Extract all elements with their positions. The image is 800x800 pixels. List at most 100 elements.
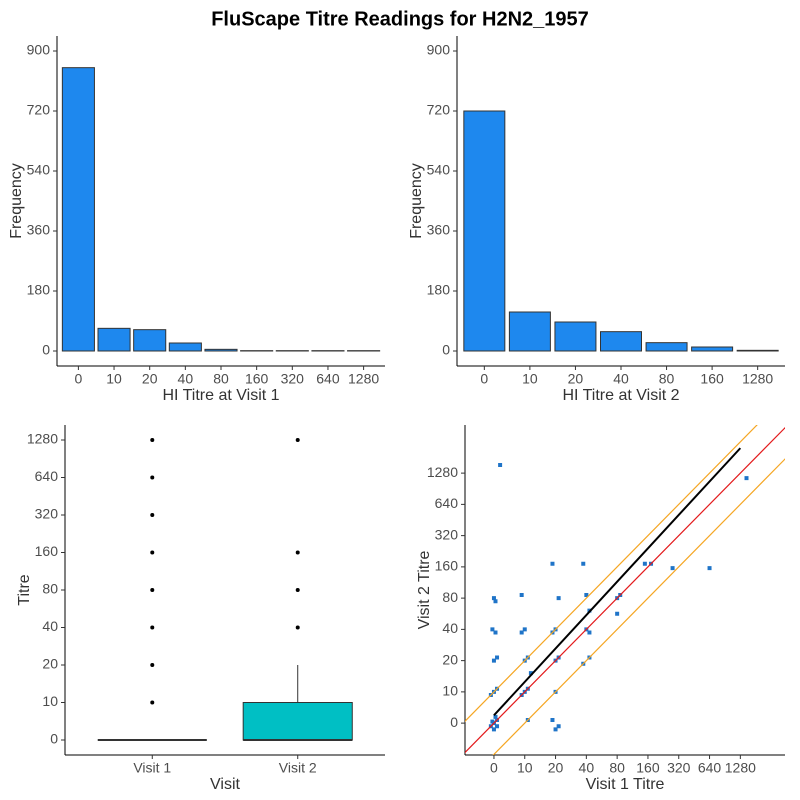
y-tick-label: 20 [442, 651, 458, 667]
outlier [150, 700, 155, 705]
point [491, 727, 496, 732]
point [556, 724, 561, 729]
point [707, 566, 712, 571]
y-tick-label: 640 [435, 495, 459, 511]
x-tick-label: Visit 1 [133, 760, 171, 776]
y-tick-label: 540 [27, 162, 51, 178]
x-tick-label: 80 [609, 760, 625, 776]
bar [691, 346, 734, 352]
x-tick-label: 320 [667, 760, 691, 776]
y-axis-title: Titre [16, 574, 33, 606]
point [495, 655, 500, 660]
point [556, 596, 561, 601]
point [615, 611, 620, 616]
x-tick-label: 0 [480, 371, 488, 387]
reference-line [465, 426, 785, 754]
reference-line [465, 425, 758, 723]
y-tick-label: 900 [427, 42, 451, 58]
point [490, 719, 495, 724]
bar [97, 327, 131, 352]
y-tick-label: 80 [42, 581, 58, 597]
point [495, 724, 500, 729]
outlier [150, 625, 155, 630]
y-tick-label: 900 [27, 42, 51, 58]
y-tick-label: 1280 [427, 464, 458, 480]
outlier [150, 513, 155, 517]
reference-line [493, 447, 742, 716]
point [493, 630, 498, 635]
y-tick-label: 0 [442, 342, 450, 358]
x-tick-label: 10 [517, 760, 533, 776]
plot-area [465, 425, 785, 755]
x-tick-label: 320 [281, 371, 305, 387]
y-tick-label: 720 [427, 102, 451, 118]
point [493, 714, 498, 719]
outlier [295, 550, 300, 555]
outlier [295, 438, 300, 442]
bar [61, 67, 95, 352]
y-axis-title: Visit 2 Titre [416, 550, 433, 629]
y-tick-label: 180 [27, 282, 51, 298]
x-tick-label: 0 [490, 760, 498, 776]
y-tick-label: 320 [35, 506, 59, 522]
y-tick-label: 0 [42, 342, 50, 358]
point [519, 593, 524, 597]
x-tick-label: 0 [74, 371, 82, 387]
y-tick-label: 0 [450, 714, 458, 730]
y-tick-label: 160 [35, 543, 59, 559]
bar [645, 342, 688, 352]
y-tick-label: 640 [35, 468, 59, 484]
y-tick-label: 720 [27, 102, 51, 118]
point [498, 463, 503, 467]
point [550, 561, 555, 566]
y-axis-title: Frequency [8, 163, 25, 239]
point [491, 596, 496, 601]
outlier [295, 625, 300, 630]
bar [133, 329, 167, 352]
point [584, 593, 589, 597]
point [587, 630, 592, 635]
x-tick-label: 20 [142, 371, 158, 387]
point [581, 561, 586, 566]
x-tick-label: 160 [636, 760, 660, 776]
x-tick-label: 20 [548, 760, 564, 776]
x-tick-label: 1280 [742, 371, 773, 387]
bar [168, 342, 202, 352]
x-tick-label: 40 [178, 371, 194, 387]
bar [463, 110, 506, 352]
bar [736, 349, 779, 352]
point [744, 476, 749, 481]
point [491, 658, 496, 663]
y-tick-label: 40 [42, 618, 58, 634]
x-tick-label: 1280 [725, 760, 756, 776]
point [493, 599, 498, 604]
reference-line [492, 458, 785, 755]
box [242, 702, 353, 741]
y-axis-title: Frequency [408, 163, 425, 239]
x-tick-label: 40 [613, 371, 629, 387]
x-tick-label: 20 [568, 371, 584, 387]
x-tick-label: 80 [659, 371, 675, 387]
panel: 0 180 360 540 720 900 HI Titre at Visit 1 Frequ… [8, 36, 385, 404]
point [553, 727, 558, 732]
x-tick-label: 160 [700, 371, 724, 387]
y-tick-label: 80 [442, 589, 458, 605]
y-tick-label: 40 [442, 620, 458, 636]
bar [600, 331, 642, 352]
point [550, 718, 555, 722]
x-tick-label: 40 [579, 760, 595, 776]
y-tick-label: 10 [42, 693, 58, 709]
outlier [150, 438, 155, 442]
y-tick-label: 320 [435, 526, 459, 542]
y-tick-label: 180 [427, 282, 451, 298]
x-tick-label: 640 [316, 371, 340, 387]
x-axis-title: Visit 1 Titre [586, 776, 665, 793]
x-axis-title: HI Titre at Visit 1 [162, 387, 279, 404]
figure-title: FluScape Titre Readings for H2N2_1957 [211, 8, 589, 30]
x-axis-title: Visit [210, 776, 240, 793]
x-tick-label: 80 [213, 371, 229, 387]
y-tick-label: 20 [42, 656, 58, 672]
point [642, 561, 647, 566]
bar [204, 348, 238, 352]
